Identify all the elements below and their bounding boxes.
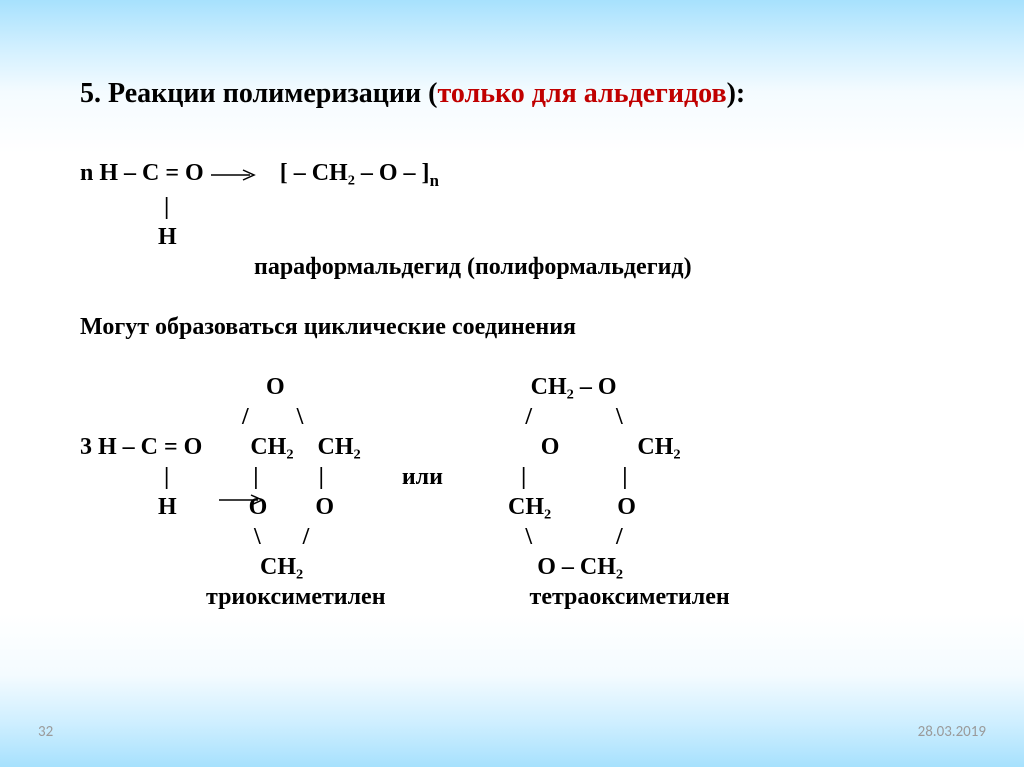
r2-l5: H O O CH₂ O: [80, 494, 636, 520]
r2-l4: | | | или | |: [80, 464, 628, 490]
reaction1-line2: |: [80, 194, 169, 220]
arrow-icon: [218, 493, 264, 511]
r2-l6: \ / \ /: [80, 524, 623, 550]
cyclic-intro: Могут образоваться циклические соединени…: [80, 314, 576, 340]
r2-l2: / \ / \: [80, 404, 623, 430]
r2-l7: CH₂ O – CH₂: [80, 554, 623, 580]
r2-names: триоксиметилен тетраоксиметилен: [80, 584, 730, 610]
r2-l1: O CH₂ – O: [80, 374, 617, 400]
title-prefix: 5. Реакции полимеризации (: [80, 78, 437, 109]
r2-l3: 3 H – C = O CH₂ CH₂ O CH₂: [80, 434, 681, 460]
arrow2-container: [218, 493, 264, 511]
reaction1-product: [ – CH₂ – O – ]n: [280, 160, 439, 186]
page-date: 28.03.2019: [918, 723, 986, 741]
slide-body: n H – C = O [ – CH₂ – O – ]n | H парафор…: [80, 158, 960, 612]
title-suffix: ):: [727, 78, 746, 109]
page-number: 32: [38, 723, 53, 741]
reaction1-reactant: n H – C = O: [80, 160, 204, 186]
slide-title: 5. Реакции полимеризации (только для аль…: [80, 78, 960, 110]
arrow-icon: [210, 159, 256, 189]
title-highlight: только для альдегидов: [437, 78, 726, 109]
reaction1-name: параформальдегид (полиформальдегид): [80, 254, 692, 280]
reaction1-line3: H: [80, 224, 177, 250]
